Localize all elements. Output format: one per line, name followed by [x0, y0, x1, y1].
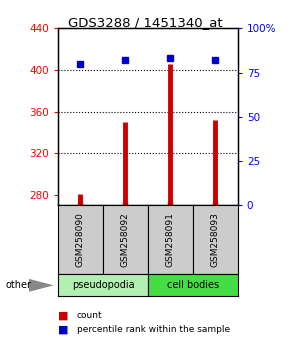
Text: GSM258091: GSM258091	[166, 212, 175, 267]
Text: GSM258093: GSM258093	[211, 212, 220, 267]
Text: ■: ■	[58, 325, 68, 335]
Text: percentile rank within the sample: percentile rank within the sample	[77, 325, 230, 335]
Text: cell bodies: cell bodies	[167, 280, 219, 290]
Text: GSM258090: GSM258090	[76, 212, 85, 267]
Text: GDS3288 / 1451340_at: GDS3288 / 1451340_at	[68, 16, 222, 29]
Polygon shape	[29, 279, 54, 292]
Text: other: other	[6, 280, 32, 290]
Text: GSM258092: GSM258092	[121, 212, 130, 267]
Text: ■: ■	[58, 311, 68, 321]
Text: count: count	[77, 311, 102, 320]
Text: pseudopodia: pseudopodia	[72, 280, 134, 290]
